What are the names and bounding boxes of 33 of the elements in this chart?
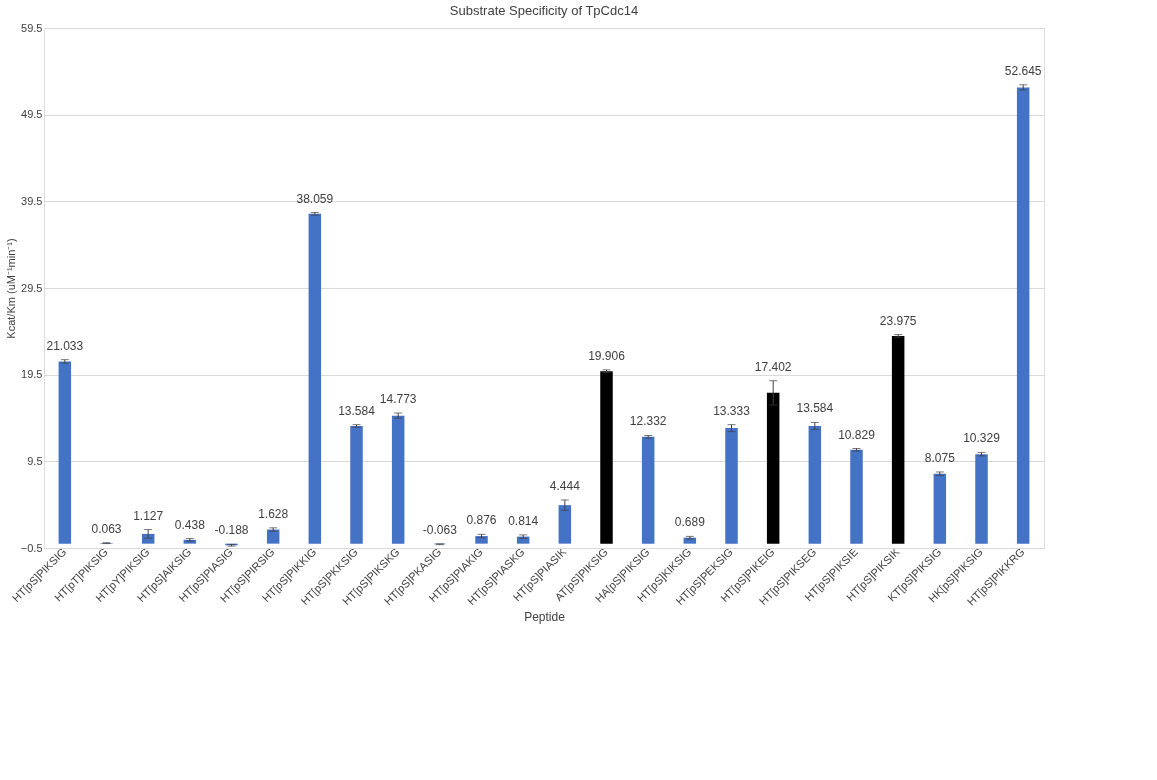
data-label: 21.033: [46, 338, 84, 353]
data-label: 13.584: [338, 403, 376, 418]
data-label: 0.063: [91, 521, 122, 536]
y-tick-label: 19.5: [21, 368, 43, 381]
x-axis-title: Peptide: [524, 609, 566, 624]
data-label: 13.333: [713, 403, 751, 418]
chart-title: Substrate Specificity of TpCdc14: [449, 3, 639, 18]
data-label: 0.876: [466, 513, 497, 528]
data-label: 13.584: [796, 401, 834, 416]
data-label: 19.906: [588, 348, 626, 363]
y-tick-label: 9.5: [27, 454, 43, 467]
data-label: 12.332: [629, 414, 667, 429]
data-label: 4.444: [549, 478, 581, 493]
data-label: 8.075: [924, 450, 956, 465]
data-label: 10.329: [963, 431, 1001, 446]
data-label: 10.829: [838, 427, 876, 442]
y-axis-title: Kcat/Km (uM⁻¹min⁻¹): [4, 238, 17, 339]
y-tick-label: 49.5: [21, 108, 43, 121]
data-label: 52.645: [1004, 63, 1042, 78]
data-label: 0.689: [674, 515, 706, 530]
data-label: -0.063: [422, 522, 458, 537]
y-tick-label: 59.5: [21, 21, 43, 34]
data-label: 23.975: [879, 313, 917, 328]
data-label: 38.059: [296, 191, 334, 206]
y-tick-label: 29.5: [21, 281, 43, 294]
data-label: 1.628: [258, 506, 289, 521]
data-label: 1.127: [133, 508, 164, 523]
data-label: 0.438: [174, 517, 206, 532]
data-label: 0.814: [508, 513, 539, 528]
y-tick-label: 39.5: [21, 194, 43, 207]
data-label: 17.402: [754, 359, 792, 374]
data-label: 14.773: [379, 392, 417, 407]
data-label: -0.188: [214, 523, 249, 538]
